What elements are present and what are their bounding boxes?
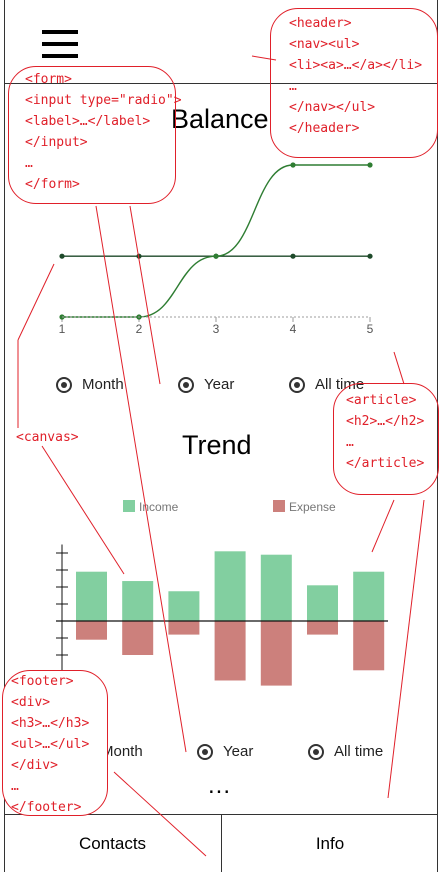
annotation-canvas: <canvas>: [12, 426, 92, 450]
balance-filter-year[interactable]: Year: [178, 376, 234, 393]
annotation-header-line: </header>: [289, 121, 360, 136]
page-frame: [4, 0, 438, 872]
trend-filter-group: Month Year All time: [0, 741, 439, 765]
data-point: [59, 253, 65, 259]
connector-form-year: [95, 205, 187, 753]
annotation-article: <article> <h2>…</h2> … </article>: [333, 383, 439, 495]
annotation-article-line: </article>: [346, 456, 425, 471]
connector-article-top: [393, 351, 405, 385]
bar-expense: [214, 621, 246, 681]
annotation-canvas-line: <canvas>: [16, 430, 79, 445]
annotation-form-line: </input>: [25, 135, 88, 150]
annotation-article-line: <article>: [346, 393, 417, 408]
annotation-header-line: <nav><ul>: [289, 37, 360, 52]
annotation-header-line: …: [289, 79, 297, 94]
bar-income: [168, 591, 200, 621]
annotation-footer-line: …: [11, 779, 19, 794]
annotation-form-line: <label>…</label>: [25, 114, 151, 129]
connector-canvas-top: [17, 263, 55, 341]
radio-icon[interactable]: [178, 376, 194, 393]
annotation-form-line: <form>: [25, 72, 72, 87]
annotation-form-line: …: [25, 156, 33, 171]
annotation-footer-line: <ul>…</ul>: [11, 737, 90, 752]
x-tick-label: 3: [213, 322, 220, 336]
connector-article-bottom: [371, 499, 395, 553]
data-point: [136, 253, 142, 259]
connector-canvas-bars: [41, 445, 125, 575]
annotation-footer-line: <div>: [11, 695, 51, 710]
x-tick-label: 5: [367, 322, 374, 336]
trend-filter-alltime[interactable]: All time: [308, 743, 383, 760]
annotation-form-line: <input type="radio">: [25, 93, 182, 108]
trend-title: Trend: [182, 430, 252, 460]
radio-icon[interactable]: [308, 743, 324, 760]
legend-swatch: [123, 500, 135, 512]
annotation-header-line: <li><a>…</a></li>: [289, 58, 423, 73]
bar-income: [122, 581, 154, 621]
legend-label: Expense: [289, 500, 336, 514]
annotation-form: <form> <input type="radio"> <label>…</la…: [8, 66, 182, 204]
balance-title: Balance: [171, 104, 269, 134]
bar-expense: [353, 621, 385, 671]
data-point: [290, 162, 296, 168]
radio-icon[interactable]: [289, 376, 305, 393]
x-tick-label: 1: [59, 322, 66, 336]
annotation-header-line: </nav></ul>: [289, 100, 376, 115]
bar-expense: [307, 621, 338, 635]
balance-filter-month-label: Month: [82, 376, 124, 393]
bar-income: [76, 571, 107, 621]
trend-filter-alltime-label: All time: [334, 743, 384, 760]
bar-income: [260, 554, 292, 621]
data-point: [367, 162, 373, 168]
bar-expense: [168, 621, 200, 635]
radio-icon[interactable]: [197, 743, 213, 760]
bar-income: [214, 551, 246, 621]
trend-filter-month-label: Month: [101, 743, 143, 760]
balance-filter-year-label: Year: [204, 376, 235, 393]
connector-footer: [113, 771, 207, 857]
annotation-header-line: <header>: [289, 16, 352, 31]
legend-swatch: [273, 500, 285, 512]
annotation-header: <header> <nav><ul> <li><a>…</a></li> … <…: [270, 8, 438, 158]
trend-filter-year[interactable]: Year: [197, 743, 253, 760]
hamburger-menu-icon[interactable]: [42, 30, 78, 58]
legend-label: Income: [139, 500, 179, 514]
annotation-footer: <footer> <div> <h3>…</h3> <ul>…</ul> </d…: [2, 670, 108, 816]
radio-icon[interactable]: [56, 376, 72, 393]
balance-filter-month[interactable]: Month: [56, 376, 124, 393]
footer-tab-info[interactable]: Info: [222, 814, 438, 872]
annotation-footer-line: </div>: [11, 758, 58, 773]
connector-article-footer: [387, 499, 425, 799]
header: [4, 0, 438, 84]
annotation-footer-line: <footer>: [11, 674, 74, 689]
annotation-footer-line: </footer>: [11, 800, 82, 815]
connector-form-radio: [129, 205, 161, 385]
bar-expense: [76, 621, 107, 640]
bar-income: [307, 585, 338, 621]
more-ellipsis: ...: [208, 772, 232, 799]
annotation-footer-line: <h3>…</h3>: [11, 716, 90, 731]
bar-expense: [260, 621, 292, 686]
bar-expense: [122, 621, 154, 655]
annotation-article-line: <h2>…</h2>: [346, 414, 425, 429]
connector-header: [251, 55, 277, 61]
data-point: [213, 253, 219, 259]
x-tick-label: 4: [290, 322, 297, 336]
x-tick-label: 2: [136, 322, 143, 336]
data-point: [367, 253, 373, 259]
annotation-form-line: </form>: [25, 177, 80, 192]
data-point: [290, 253, 296, 259]
trend-filter-year-label: Year: [223, 743, 254, 760]
footer-tab-contacts[interactable]: Contacts: [4, 814, 222, 872]
bar-income: [353, 571, 385, 621]
annotation-article-line: …: [346, 435, 354, 450]
